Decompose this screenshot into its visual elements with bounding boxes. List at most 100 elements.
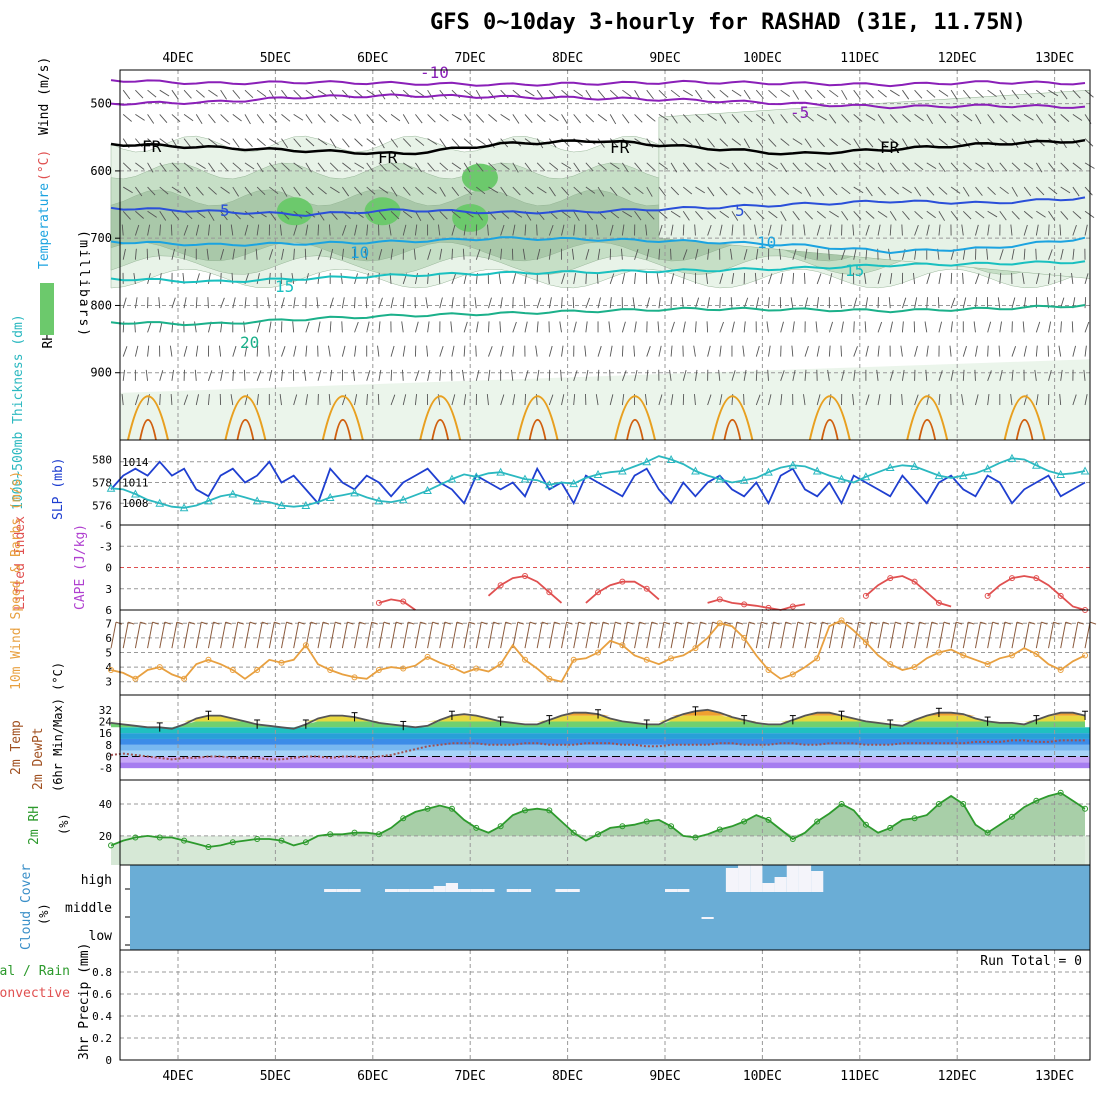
wind-barb	[768, 210, 778, 219]
wind-barb	[646, 114, 656, 122]
day-label-bottom: 6DEC	[357, 1069, 388, 1084]
wind-barb	[670, 89, 681, 98]
wind-barb	[792, 272, 795, 284]
wind-barb	[986, 248, 989, 260]
wind-barb	[463, 186, 473, 196]
wind-barb	[195, 345, 199, 357]
wind-barb	[220, 162, 229, 172]
wind-barb	[317, 370, 322, 381]
wind-barb	[743, 186, 754, 194]
rh-point	[789, 836, 796, 843]
wind-barb	[486, 394, 489, 406]
wind-barb	[597, 89, 606, 99]
wind-barb	[1084, 273, 1089, 285]
day-label-top: 11DEC	[840, 51, 879, 66]
thickness-point	[374, 496, 384, 505]
thickness-point	[252, 496, 262, 505]
wind-barb-10m	[195, 622, 202, 649]
wind-barb	[743, 138, 751, 149]
wind-barb	[232, 369, 235, 381]
wind-barb	[317, 249, 323, 260]
wind-barb	[208, 114, 216, 124]
wind-barb	[608, 321, 611, 333]
wind-barb	[658, 114, 669, 121]
wind-barb	[548, 186, 556, 197]
wind-speed-point	[692, 645, 699, 652]
wind-barb	[839, 297, 842, 309]
wind-barb	[1084, 138, 1094, 147]
rh-point	[1008, 813, 1015, 820]
wind-barb	[561, 394, 565, 406]
wind-barb	[925, 369, 928, 381]
thickness-point	[423, 485, 432, 495]
wind-barb	[938, 394, 941, 406]
isotherm-30	[333, 418, 352, 441]
temp-color-band	[120, 750, 1090, 757]
wind-barb-flag	[858, 621, 865, 625]
wind-barb	[402, 210, 413, 219]
wind-barb	[243, 369, 246, 381]
lifted-index-point	[1057, 592, 1064, 599]
wind-barb	[950, 114, 960, 123]
wind-barb	[1084, 224, 1088, 236]
wind-barb	[683, 138, 693, 146]
wind-barb	[281, 162, 290, 171]
rh-point	[351, 829, 358, 836]
wind-barb	[585, 186, 596, 194]
wind-barb	[755, 89, 764, 99]
wind-barb	[548, 345, 553, 357]
rh-point	[595, 831, 602, 838]
wind-barb	[829, 89, 839, 98]
wind-barb	[1023, 89, 1033, 99]
contour-label: 15	[275, 277, 294, 296]
cloud-high-bar	[786, 865, 799, 892]
wind-barb	[342, 114, 352, 121]
wind-barb	[792, 186, 803, 194]
wind-barb	[924, 321, 928, 333]
wind-barb	[208, 89, 218, 97]
contour-label: FR	[880, 138, 900, 157]
wind-barb-flag	[164, 621, 171, 625]
wind-barb	[815, 321, 818, 333]
wind-barb	[475, 114, 485, 123]
wind-barb-10m	[500, 622, 507, 649]
wind-barb	[938, 138, 948, 146]
wind-barb	[366, 224, 369, 236]
wind-barb	[451, 162, 462, 170]
wind-barb	[170, 394, 173, 406]
wind-barb	[414, 273, 418, 285]
wind-barb-flag	[444, 621, 451, 625]
thickness-point	[520, 474, 530, 483]
lifted-index-point	[546, 589, 553, 596]
wind-barb	[293, 297, 296, 309]
temp-color-band	[111, 721, 1086, 728]
wind-barb	[317, 138, 328, 146]
wind-barb	[755, 186, 763, 197]
wind-barb	[1048, 186, 1058, 195]
wind-barb	[439, 369, 442, 381]
wind-barb	[463, 162, 471, 173]
wind-barb	[329, 321, 332, 333]
wind-barb-flag	[955, 621, 963, 625]
wind-barb-10m	[816, 622, 823, 649]
wind-barb	[256, 345, 259, 357]
wind-barb	[877, 89, 887, 98]
wind-barb	[987, 345, 989, 357]
wind-barb-flag	[748, 621, 756, 625]
wind-barb	[853, 89, 861, 100]
isotherm-30	[626, 418, 644, 441]
wind-barb	[670, 210, 681, 218]
wind-barb	[488, 369, 491, 381]
wind-barb-flag	[895, 621, 902, 625]
wind-barb-flag	[1041, 621, 1048, 625]
wind-barb-10m	[487, 622, 494, 649]
wind-barb	[841, 138, 851, 146]
wind-barb	[536, 186, 547, 194]
wind-barb	[561, 114, 568, 124]
wind-barb	[1072, 210, 1082, 219]
wind-barb	[914, 114, 924, 122]
wind-barb	[427, 186, 437, 194]
wind-barb	[342, 138, 350, 148]
wind-barb	[230, 224, 234, 236]
wind-barb	[609, 162, 620, 170]
